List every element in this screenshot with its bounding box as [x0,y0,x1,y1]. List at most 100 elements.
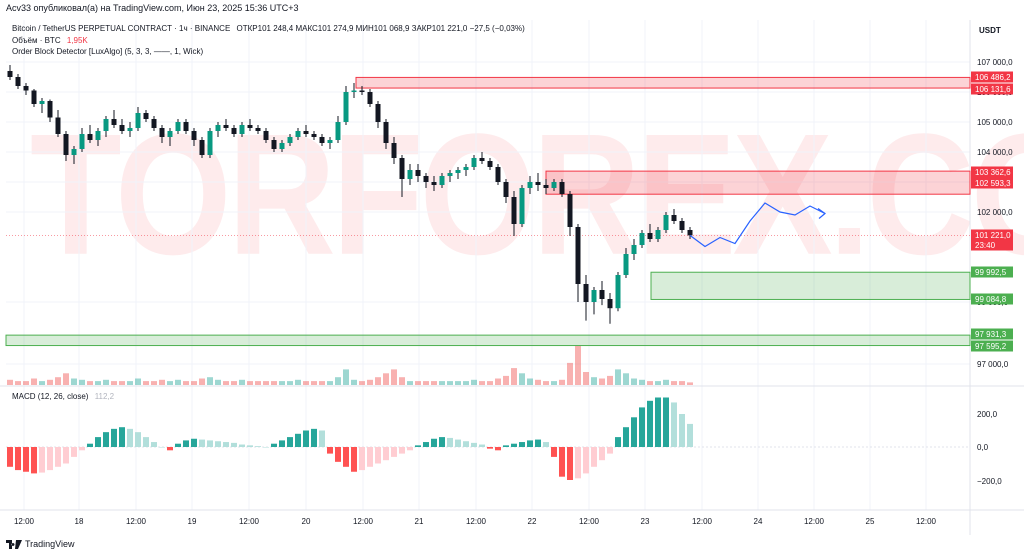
candle-body [199,140,205,155]
candle-body [239,125,245,134]
volume-bar [103,379,109,385]
macd-bar [543,442,549,447]
macd-bar [431,438,437,447]
macd-bar [167,447,173,451]
macd-tick-label: −200,0 [977,477,1002,486]
volume-bar [23,381,29,385]
price-label-box [971,229,1013,241]
time-tick-label: 22 [528,517,537,526]
currency-label[interactable]: USDT [979,26,1001,35]
candle-body [391,143,397,158]
candle-body [63,134,69,155]
candle-body [559,182,565,194]
volume-bar [255,381,261,385]
candle-body [231,128,237,134]
macd-bar [391,447,397,457]
macd-bar [607,447,613,454]
candle-body [527,182,533,188]
symbol-title[interactable]: Bitcoin / TetherUS PERPETUAL CONTRACT · … [12,24,231,33]
macd-bar [87,443,93,447]
price-label: 99 084,8 [975,295,1007,304]
macd-bar [279,440,285,447]
volume-bar [671,381,677,385]
indicator-label: Order Block Detector [LuxAlgo] (5, 3, 3,… [12,47,204,56]
volume-bar [151,381,157,385]
macd-bar [359,447,365,471]
price-label: 102 593,3 [975,179,1011,188]
macd-legend[interactable]: MACD (12, 26, close) 112,2 [12,392,118,401]
candle-body [143,113,149,119]
tradingview-footer[interactable]: TradingView [6,539,75,549]
candle-body [23,86,29,91]
macd-bar [447,437,453,447]
volume-bar [607,375,613,385]
macd-bar [567,447,573,480]
volume-bar [575,346,581,385]
time-tick-label: 23 [641,517,650,526]
candle-body [639,233,645,245]
macd-bar [23,447,29,472]
macd-bar [111,428,117,447]
volume-bar [383,373,389,385]
macd-bar [383,447,389,461]
volume-bar [327,381,333,385]
volume-bar [95,381,101,385]
macd-bar [639,407,645,447]
volume-bar [583,372,589,385]
candle-body [31,90,37,104]
candle-body [119,125,125,131]
volume-bar [519,373,525,385]
candle-body [207,131,213,155]
volume-legend[interactable]: Объём · BTC 1,95K [12,36,92,45]
candle-body [399,158,405,179]
macd-bar [647,400,653,447]
volume-bar [367,379,373,385]
time-tick-label: 19 [188,517,197,526]
volume-bar [535,379,541,385]
candle-body [455,170,461,173]
candles [7,65,693,324]
volume-bars [7,346,693,385]
candle-body [623,254,629,275]
macd-bar [151,442,157,447]
volume-value: 1,95K [66,36,88,45]
time-tick-label: 12:00 [466,517,487,526]
candle-body [599,290,605,299]
candle-body [479,158,485,161]
candle-body [655,230,661,239]
candle-body [71,149,77,155]
candle-body [247,125,253,128]
candle-body [151,119,157,128]
macd-bar [575,447,581,479]
candle-body [295,131,301,137]
candle-body [671,215,677,221]
volume-bar [455,381,461,385]
macd-bar [271,443,277,447]
candle-body [631,245,637,254]
volume-bar [87,381,93,385]
volume-bar [207,377,213,385]
macd-bar [631,417,637,447]
zone-green [650,271,971,300]
macd-bar [135,432,141,447]
candle-body [79,134,85,149]
candle-body [551,182,557,188]
candle-body [87,134,93,140]
candle-body [519,188,525,224]
candle-body [103,119,109,131]
volume-label: Объём · BTC [12,36,61,45]
candle-body [127,128,133,131]
volume-bar [599,378,605,385]
ohlc-values: ОТКР101 248,4 МАКС101 274,9 МИН101 068,9… [236,24,525,33]
candle-body [47,101,53,118]
indicator-legend[interactable]: Order Block Detector [LuxAlgo] (5, 3, 3,… [12,47,207,56]
candle-body [303,131,309,134]
candle-body [407,170,413,179]
volume-bar [319,381,325,385]
macd-tick-label: 0,0 [977,443,989,452]
macd-bar [255,446,261,447]
volume-bar [591,377,597,385]
volume-bar [199,378,205,385]
